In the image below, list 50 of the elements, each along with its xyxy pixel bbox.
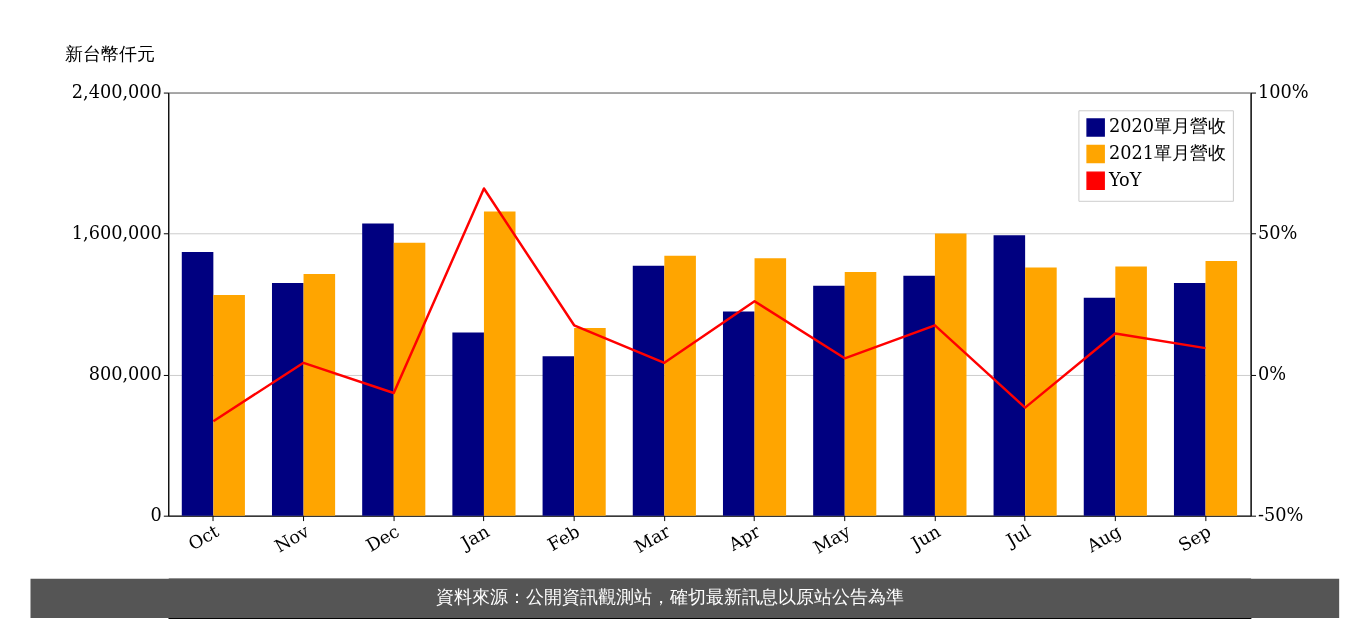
bar — [574, 327, 606, 516]
y2-tick-label: 50% — [1258, 223, 1298, 244]
y-tick-label: 800,000 — [88, 364, 162, 385]
x-tick-label: Aug — [1082, 521, 1125, 557]
bar — [393, 242, 426, 516]
bar — [213, 294, 245, 516]
y-tick-label: 1,600,000 — [71, 223, 162, 244]
source-note: 資料來源：公開資訊觀測站，確切最新訊息以原站公告為準 — [436, 587, 905, 608]
bar — [813, 285, 845, 516]
x-tick-label: Oct — [184, 521, 223, 555]
bar — [903, 275, 935, 516]
legend-label: 2020單月營收 — [1108, 116, 1226, 137]
bar — [303, 273, 336, 516]
bar — [1173, 282, 1206, 516]
bar — [1025, 267, 1057, 516]
x-tick-label: Jan — [455, 521, 493, 554]
bar — [542, 356, 575, 516]
bar — [1083, 297, 1116, 516]
x-tick-label: May — [810, 521, 854, 558]
x-tick-label: Nov — [271, 521, 313, 557]
y-tick-label: 2,400,000 — [71, 81, 162, 102]
x-tick-label: Jul — [1001, 520, 1035, 552]
bar — [452, 332, 484, 516]
y-axis-title: 新台幣仟元 — [65, 43, 156, 64]
x-tick-label: Sep — [1175, 521, 1215, 556]
bar — [483, 211, 516, 516]
bar — [754, 258, 787, 516]
y2-tick-label: -50% — [1258, 505, 1304, 526]
bar — [664, 255, 696, 516]
x-tick-label: Dec — [362, 521, 403, 556]
x-tick-label: Mar — [631, 520, 674, 558]
bar — [844, 272, 877, 516]
y-tick-label: 0 — [150, 505, 162, 526]
bar — [934, 233, 967, 516]
bar — [271, 282, 304, 516]
bar — [632, 265, 665, 516]
line-series — [212, 187, 1207, 423]
bar — [1205, 261, 1238, 516]
legend-label: YoY — [1107, 169, 1142, 190]
bar — [722, 311, 755, 516]
x-tick-label: Jun — [906, 521, 944, 555]
bar — [993, 235, 1026, 516]
x-tick-label: Feb — [544, 521, 584, 556]
bar — [1115, 266, 1147, 516]
bar — [362, 223, 394, 516]
y2-tick-label: 0% — [1258, 364, 1287, 385]
x-tick-label: Apr — [724, 520, 764, 556]
bar — [181, 251, 214, 516]
y2-tick-label: 100% — [1258, 81, 1309, 102]
legend-label: 2021單月營收 — [1108, 142, 1226, 163]
